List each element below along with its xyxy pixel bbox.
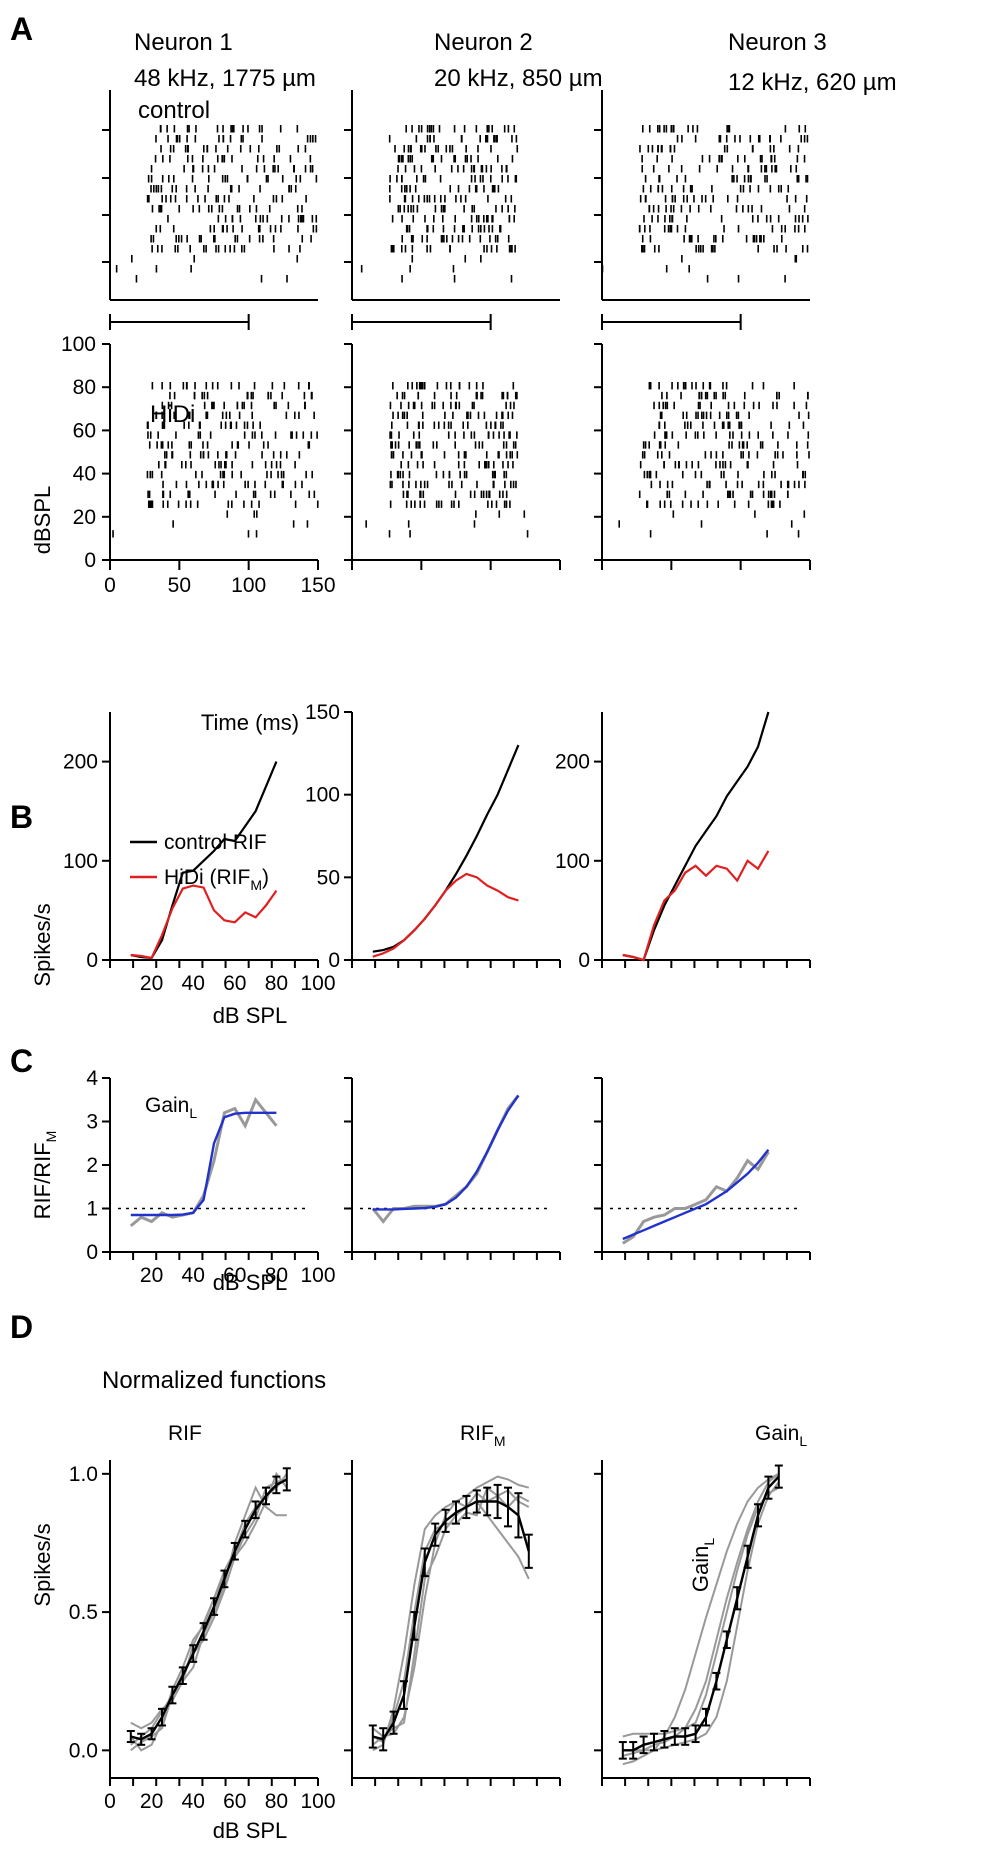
- raster-hidi-xtick-label: 150: [300, 574, 335, 597]
- panel-c-ylabel: RIF/RIFM: [30, 1131, 59, 1220]
- rif-control-line-3: [622, 711, 770, 962]
- norm-individual-line-2-3: [372, 1486, 530, 1744]
- gain-fit-line-3: [622, 1149, 770, 1241]
- gain-fit-line-2: [372, 1094, 520, 1211]
- norm-plot-1-ytick-label: 1.0: [69, 1463, 98, 1486]
- panel-a-xlabel: Time (ms): [201, 710, 299, 735]
- norm-mean-line-2: [372, 1500, 530, 1741]
- norm-individual-line-1-2: [130, 1485, 287, 1730]
- rif-plot-3-ytick-label: 0: [578, 949, 590, 972]
- norm-plot-1-xtick-label: 60: [223, 1790, 246, 1813]
- rif-plot-2-ytick-label: 100: [305, 784, 340, 807]
- raster-hidi-xtick-label: 100: [231, 574, 266, 597]
- rif-hidi-line-3: [622, 850, 770, 962]
- gain-plot-1-xtick-label: 40: [182, 1264, 205, 1287]
- panel-b-ylabel: Spikes/s: [30, 903, 55, 986]
- norm-individual-line-3-2: [622, 1472, 780, 1766]
- panel-a-ylabel: dBSPL: [30, 486, 55, 555]
- neuron-3-info: 12 kHz, 620 µm: [728, 69, 897, 96]
- rif-plot-3-ytick-label: 200: [555, 751, 590, 774]
- rif-plot-1-ytick-label: 200: [63, 751, 98, 774]
- raster-hidi-ytick-label: 100: [61, 333, 96, 356]
- gain-fit-line-1: [130, 1111, 277, 1217]
- panel-d-xlabel: dB SPL: [213, 1818, 288, 1843]
- rif-plot-2-ytick-label: 150: [305, 701, 340, 724]
- norm-individual-line-3-1: [622, 1486, 780, 1738]
- neuron-1-title: Neuron 1: [134, 29, 233, 56]
- rif-plot-1-xtick-label: 100: [300, 972, 335, 995]
- gain-data-line-2: [371, 1094, 520, 1224]
- raster-hidi-ytick-label: 40: [73, 463, 96, 486]
- rif-plot-2-ytick-label: 50: [317, 866, 340, 889]
- panel-label-b: B: [10, 799, 33, 835]
- rif-control-line-1: [130, 761, 278, 960]
- panel-label-c: C: [10, 1043, 33, 1079]
- norm-plot-1-ytick-label: 0.0: [69, 1739, 98, 1762]
- rif-control-line-2: [372, 744, 520, 953]
- rif-plot-3-ytick-label: 100: [555, 850, 590, 873]
- gain-plot-1-ytick-label: 4: [86, 1067, 98, 1090]
- raster-hidi-xtick-label: 50: [168, 574, 191, 597]
- gain-plot-1-xtick-label: 80: [265, 1264, 288, 1287]
- raster-hidi-ytick-label: 60: [73, 419, 96, 442]
- rif-plot-1-xtick-label: 20: [140, 972, 163, 995]
- neuron-1-info: 48 kHz, 1775 µm: [134, 65, 316, 92]
- rif-plot-1-xtick-label: 80: [265, 972, 288, 995]
- control-row-label: control: [138, 97, 210, 124]
- norm-plot-1-xtick-label: 80: [265, 1790, 288, 1813]
- norm-mean-line-1: [130, 1478, 288, 1741]
- norm-individual-line-2-2: [372, 1500, 530, 1738]
- neuron-3-title: Neuron 3: [728, 29, 827, 56]
- rif-plot-2-ytick-label: 0: [328, 949, 340, 972]
- hidi-row-label: HiDi: [150, 401, 195, 428]
- panel-d-title: Normalized functions: [102, 1367, 326, 1394]
- rif-hidi-line-2: [372, 872, 519, 958]
- panel-c-annotation: GainL: [145, 1094, 197, 1121]
- gain-plot-1-xtick-label: 20: [140, 1264, 163, 1287]
- norm-plot-1-xtick-label: 0: [104, 1790, 116, 1813]
- panel-label-d: D: [10, 1309, 33, 1345]
- panel-d-subtitle-3: GainL: [755, 1422, 807, 1449]
- raster-hidi-xtick-label: 0: [104, 574, 116, 597]
- panel-d-subtitle-1: RIF: [168, 1422, 202, 1445]
- norm-mean-line-3: [622, 1475, 780, 1752]
- neuron-2-title: Neuron 2: [434, 29, 533, 56]
- gain-data-line-1: [129, 1096, 278, 1228]
- rif-plot-1-ytick-label: 0: [86, 949, 98, 972]
- rif-plot-1-xtick-label: 60: [223, 972, 246, 995]
- norm-individual-line-3-3: [622, 1481, 780, 1752]
- norm-individual-line-2-4: [372, 1489, 530, 1746]
- gain-plot-1-ytick-label: 2: [86, 1154, 98, 1177]
- gain-plot-1-ytick-label: 3: [86, 1111, 98, 1134]
- panel-b-xlabel: dB SPL: [213, 1003, 288, 1028]
- panel-d-ylabel: Spikes/s: [30, 1523, 55, 1606]
- norm-plot-1-xtick-label: 20: [140, 1790, 163, 1813]
- gain-plot-1-xtick-label: 60: [223, 1264, 246, 1287]
- norm-individual-line-1-4: [130, 1471, 288, 1746]
- gain-plot-1-xtick-label: 100: [300, 1264, 335, 1287]
- legend-control-label: control RIF: [164, 831, 267, 854]
- panel-d-subtitle-2: RIFM: [460, 1422, 506, 1449]
- raster-hidi-ytick-label: 80: [73, 376, 96, 399]
- norm-plot-1-ytick-label: 0.5: [69, 1601, 98, 1624]
- norm-individual-line-3-4: [622, 1473, 780, 1757]
- gain-plot-1-ytick-label: 0: [86, 1241, 98, 1264]
- norm-plot-1-xtick-label: 100: [300, 1790, 335, 1813]
- raster-hidi-ytick-label: 20: [73, 506, 96, 529]
- rif-plot-1-xtick-label: 40: [182, 972, 205, 995]
- panel-d-ylabel-gain: GainL: [688, 1538, 717, 1592]
- rif-hidi-line-1: [130, 884, 278, 960]
- rif-plot-1-ytick-label: 100: [63, 850, 98, 873]
- neuron-2-info: 20 kHz, 850 µm: [434, 65, 603, 92]
- panel-c-xlabel: dB SPL: [213, 1270, 288, 1295]
- norm-individual-line-2-1: [372, 1475, 530, 1752]
- raster-hidi-ytick-label: 0: [84, 549, 96, 572]
- gain-plot-1-ytick-label: 1: [86, 1198, 98, 1221]
- norm-plot-1-xtick-label: 40: [182, 1790, 205, 1813]
- gain-data-line-3: [622, 1151, 770, 1245]
- panel-label-a: A: [10, 11, 33, 47]
